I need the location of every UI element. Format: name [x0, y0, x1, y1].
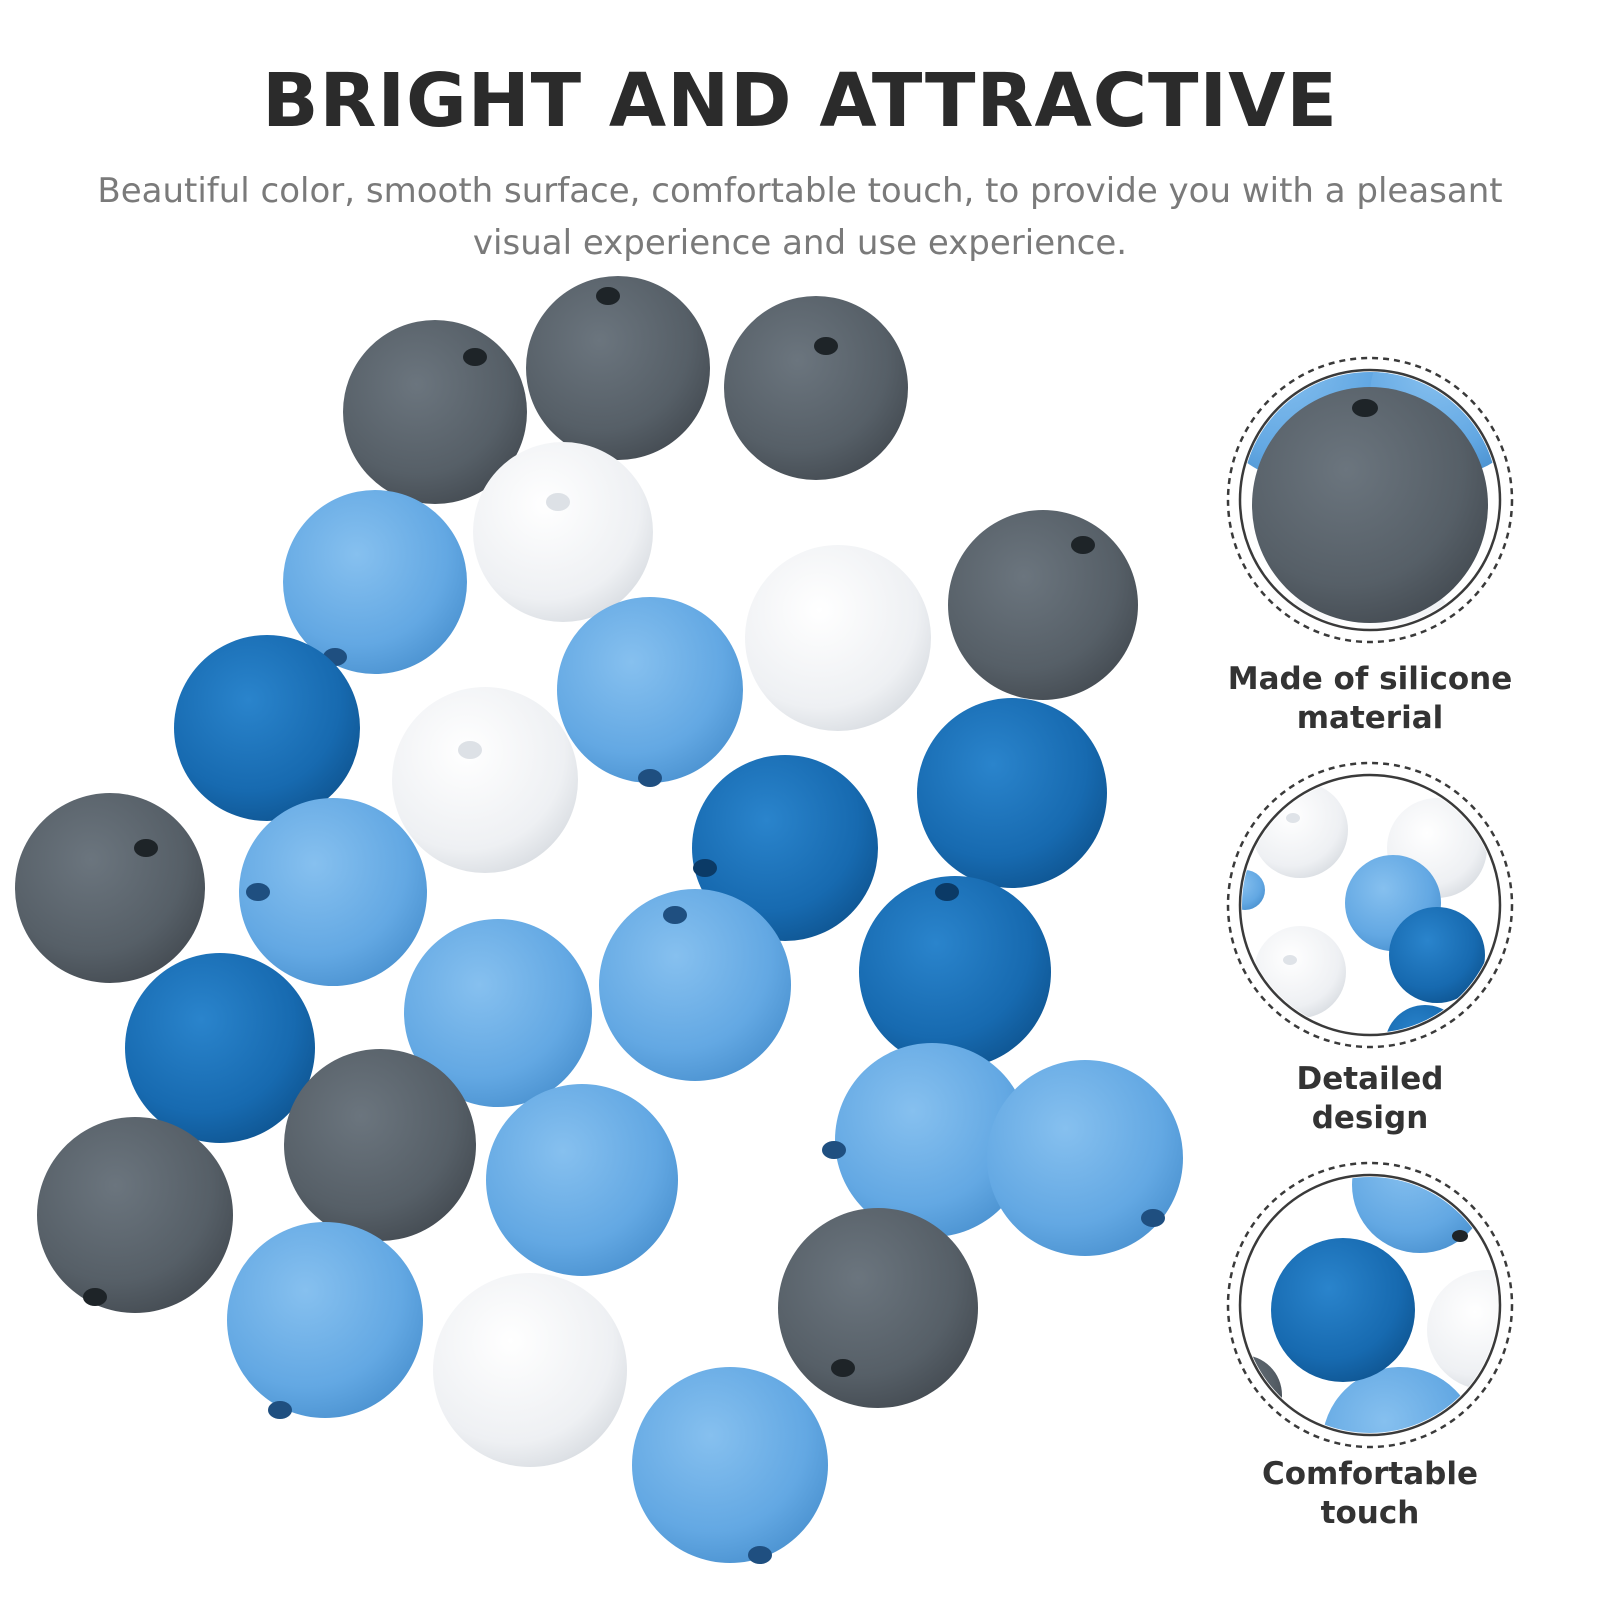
bead [632, 1367, 828, 1564]
bead [486, 1084, 678, 1276]
bead [284, 1049, 476, 1241]
bead [473, 442, 653, 622]
bead [557, 597, 743, 787]
bead [917, 698, 1107, 888]
bead-hole [638, 769, 662, 787]
bead-hole [748, 1546, 772, 1564]
bead [692, 755, 878, 941]
bead-hole [1141, 1209, 1165, 1227]
bead-hole [134, 839, 158, 857]
bead [404, 919, 592, 1107]
bead [37, 1117, 233, 1313]
page-title: BRIGHT AND ATTRACTIVE [262, 58, 1338, 144]
feature-label-touch: Comfortable touch [1261, 1456, 1478, 1531]
bead-hole [268, 1401, 292, 1419]
bead [343, 320, 527, 504]
bead-hole [831, 1359, 855, 1377]
bead [778, 1208, 978, 1408]
feature-circle-2 [1226, 761, 1514, 1049]
bead-hole [935, 883, 959, 901]
bead [239, 798, 427, 986]
page-subtitle: Beautiful color, smooth surface, comfort… [97, 171, 1503, 263]
bead [15, 793, 205, 983]
bead-hole [814, 337, 838, 355]
bead-hole [1071, 536, 1095, 554]
bead [125, 953, 315, 1143]
bead-hole [546, 493, 570, 511]
bead-hole [693, 859, 717, 877]
bead [174, 635, 360, 821]
bead-hole [663, 906, 687, 924]
bead [745, 545, 931, 731]
bead [948, 510, 1138, 700]
bead [392, 687, 578, 873]
bead [859, 876, 1051, 1068]
feature-label-silicone: Made of silicone material [1227, 661, 1513, 736]
bead-hole [458, 741, 482, 759]
bead [599, 889, 791, 1081]
bead-hole [246, 883, 270, 901]
feature-label-design: Detailed design [1296, 1061, 1444, 1136]
bead [433, 1273, 627, 1467]
bead-hole [83, 1288, 107, 1306]
bead-hole [822, 1141, 846, 1159]
bead [724, 296, 908, 480]
bead [526, 276, 710, 460]
bead [227, 1222, 423, 1419]
bead-hole [596, 287, 620, 305]
bead [987, 1060, 1183, 1256]
bead-hole [463, 348, 487, 366]
bead [822, 1043, 1029, 1237]
